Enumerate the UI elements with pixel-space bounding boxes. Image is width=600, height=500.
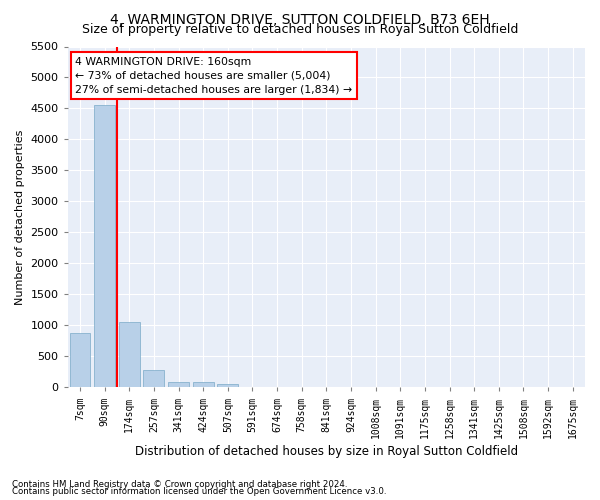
Bar [168,382,189,388]
Bar [217,384,238,388]
Bar [70,333,91,388]
Bar [143,370,164,388]
Text: Contains HM Land Registry data © Crown copyright and database right 2024.: Contains HM Land Registry data © Crown c… [12,480,347,489]
Text: Contains public sector information licensed under the Open Government Licence v3: Contains public sector information licen… [12,487,386,496]
Text: 4 WARMINGTON DRIVE: 160sqm
← 73% of detached houses are smaller (5,004)
27% of s: 4 WARMINGTON DRIVE: 160sqm ← 73% of deta… [76,56,353,94]
Bar [94,106,115,388]
Y-axis label: Number of detached properties: Number of detached properties [15,130,25,304]
X-axis label: Distribution of detached houses by size in Royal Sutton Coldfield: Distribution of detached houses by size … [135,444,518,458]
Bar [119,322,140,388]
Text: 4, WARMINGTON DRIVE, SUTTON COLDFIELD, B73 6EH: 4, WARMINGTON DRIVE, SUTTON COLDFIELD, B… [110,12,490,26]
Text: Size of property relative to detached houses in Royal Sutton Coldfield: Size of property relative to detached ho… [82,22,518,36]
Bar [193,382,214,388]
